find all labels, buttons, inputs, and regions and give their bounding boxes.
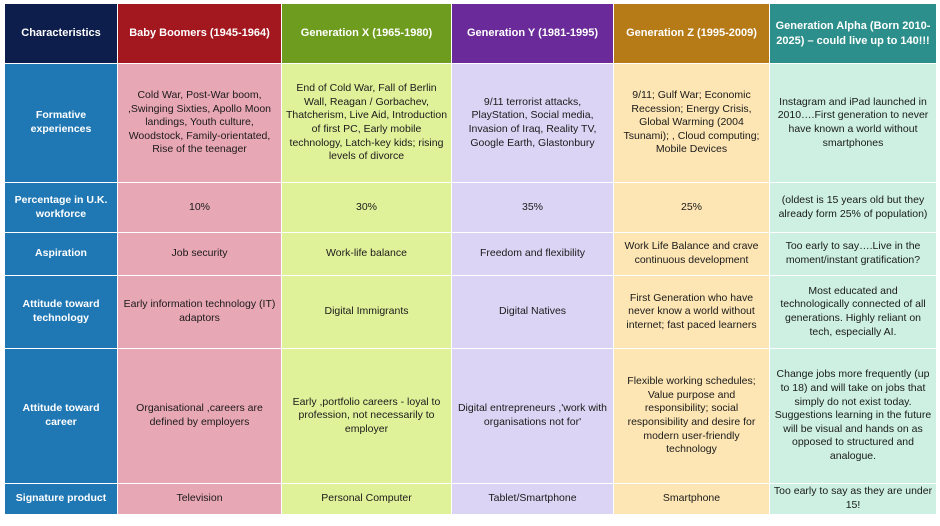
cell-generation-x: End of Cold War, Fall of Berlin Wall, Re… [281,63,452,183]
cell-baby-boomers: Cold War, Post-War boom, ,Swinging Sixti… [117,63,282,183]
cell-generation-z: First Generation who have never know a w… [613,275,770,349]
header-characteristics: Characteristics [4,3,118,64]
cell-generation-x: Early ,portfolio careers - loyal to prof… [281,348,452,484]
cell-generation-alpha: Change jobs more frequently (up to 18) a… [769,348,937,484]
cell-generation-y: Freedom and flexibility [451,232,614,276]
cell-generation-z: Flexible working schedules; Value purpos… [613,348,770,484]
cell-generation-x: Work-life balance [281,232,452,276]
cell-generation-alpha: Most educated and technologically connec… [769,275,937,349]
header-baby-boomers: Baby Boomers (1945-1964) [117,3,282,64]
cell-generation-y: Digital Natives [451,275,614,349]
cell-generation-alpha: Instagram and iPad launched in 2010….Fir… [769,63,937,183]
header-generation-z: Generation Z (1995-2009) [613,3,770,64]
row-aspiration: Aspiration Job security Work-life balanc… [4,232,937,276]
row-label: Percentage in U.K. workforce [4,182,118,233]
row-attitude-career: Attitude toward career Organisational ,c… [4,348,937,484]
row-label: Attitude toward technology [4,275,118,349]
cell-generation-x: 30% [281,182,452,233]
generations-table-container: Characteristics Baby Boomers (1945-1964)… [4,3,937,515]
cell-baby-boomers: 10% [117,182,282,233]
cell-generation-z: 25% [613,182,770,233]
cell-generation-y: Digital entrepreneurs ,'work with organi… [451,348,614,484]
cell-baby-boomers: Television [117,483,282,515]
row-label: Signature product [4,483,118,515]
row-attitude-technology: Attitude toward technology Early informa… [4,275,937,349]
cell-generation-alpha: (oldest is 15 years old but they already… [769,182,937,233]
cell-generation-z: Work Life Balance and crave continuous d… [613,232,770,276]
header-generation-alpha: Generation Alpha (Born 2010-2025) – coul… [769,3,937,64]
generations-comparison-table: Characteristics Baby Boomers (1945-1964)… [4,3,937,515]
row-percentage-workforce: Percentage in U.K. workforce 10% 30% 35%… [4,182,937,233]
cell-baby-boomers: Job security [117,232,282,276]
cell-generation-alpha: Too early to say as they are under 15! [769,483,937,515]
row-label: Aspiration [4,232,118,276]
row-label: Formative experiences [4,63,118,183]
row-formative-experiences: Formative experiences Cold War, Post-War… [4,63,937,183]
cell-baby-boomers: Early information technology (IT) adapto… [117,275,282,349]
cell-generation-x: Personal Computer [281,483,452,515]
cell-generation-y: 9/11 terrorist attacks, PlayStation, Soc… [451,63,614,183]
cell-generation-alpha: Too early to say….Live in the moment/ins… [769,232,937,276]
row-signature-product: Signature product Television Personal Co… [4,483,937,515]
header-row: Characteristics Baby Boomers (1945-1964)… [4,3,937,64]
header-generation-y: Generation Y (1981-1995) [451,3,614,64]
row-label: Attitude toward career [4,348,118,484]
cell-baby-boomers: Organisational ,careers are defined by e… [117,348,282,484]
cell-generation-y: 35% [451,182,614,233]
cell-generation-y: Tablet/Smartphone [451,483,614,515]
cell-generation-z: Smartphone [613,483,770,515]
header-generation-x: Generation X (1965-1980) [281,3,452,64]
cell-generation-x: Digital Immigrants [281,275,452,349]
cell-generation-z: 9/11; Gulf War; Economic Recession; Ener… [613,63,770,183]
